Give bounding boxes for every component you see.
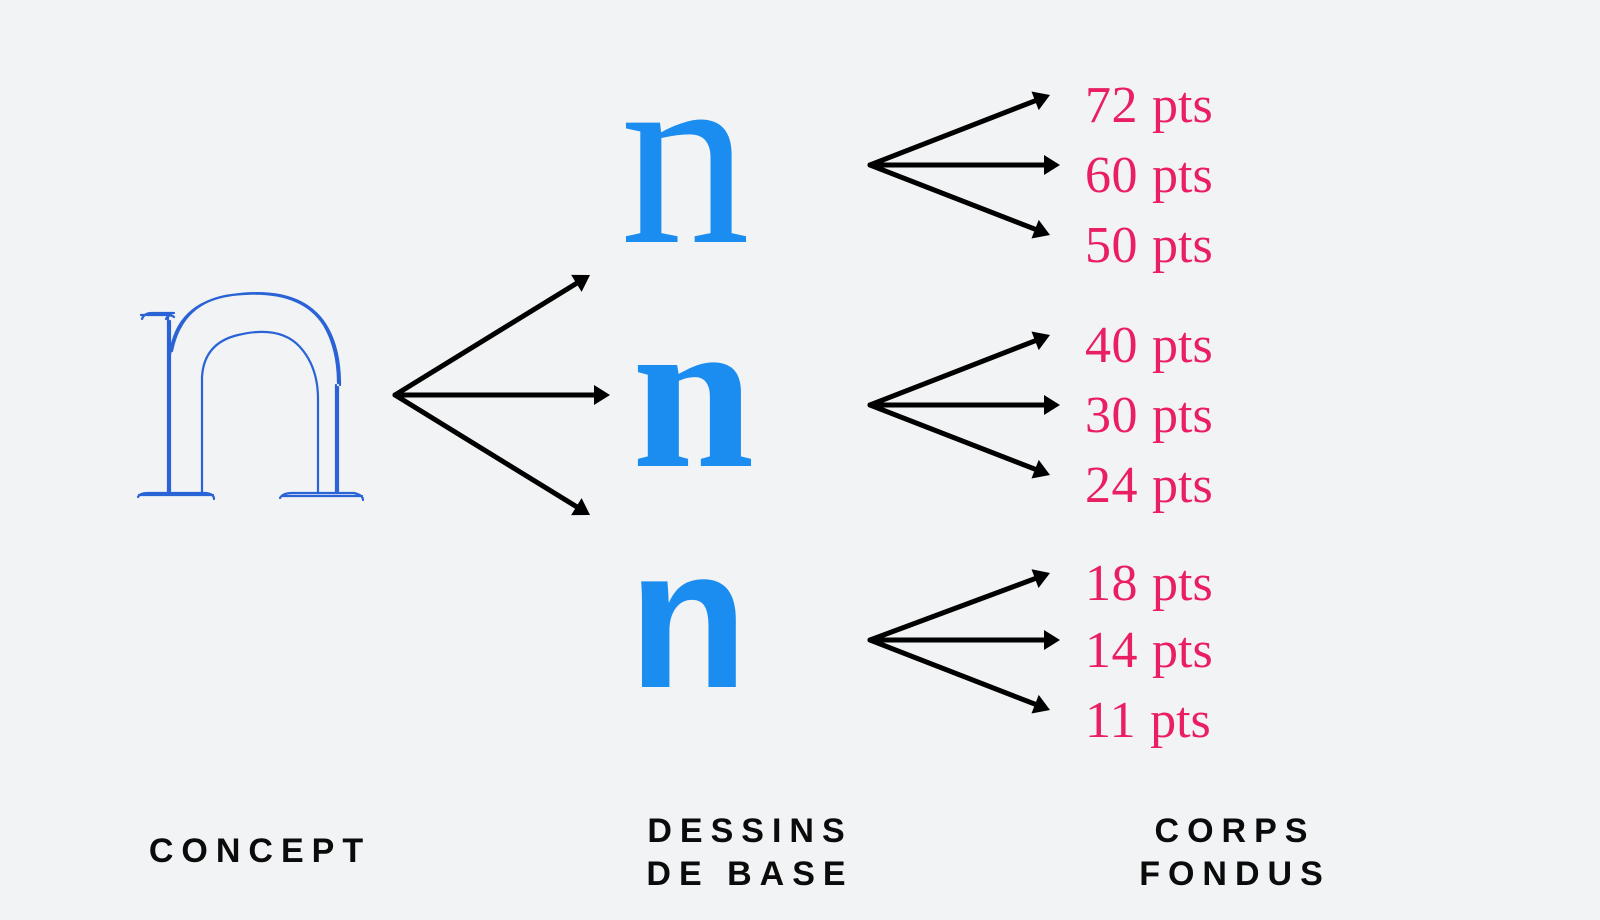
arrows-layer xyxy=(0,0,1600,920)
arrow xyxy=(870,640,1050,714)
pts-number: 60 xyxy=(1085,147,1138,204)
arrow xyxy=(395,385,610,405)
pts-number: 24 xyxy=(1085,457,1138,514)
pts-item: 11pts xyxy=(1085,695,1211,747)
pts-number: 14 xyxy=(1085,622,1138,679)
arrow xyxy=(870,155,1060,175)
pts-number: 30 xyxy=(1085,387,1138,444)
pts-unit: pts xyxy=(1152,147,1213,204)
pts-item: 60pts xyxy=(1085,150,1213,202)
pts-item: 40pts xyxy=(1085,320,1213,372)
arrow xyxy=(870,569,1050,640)
label-text: DESSINS xyxy=(647,812,852,850)
arrow xyxy=(870,165,1050,239)
pts-number: 72 xyxy=(1085,77,1138,134)
pts-number: 40 xyxy=(1085,317,1138,374)
arrow xyxy=(870,630,1060,650)
pts-number: 11 xyxy=(1085,692,1136,749)
pts-item: 18pts xyxy=(1085,558,1213,610)
arrow xyxy=(870,395,1060,415)
label-concept: CONCEPT xyxy=(120,830,400,873)
pts-unit: pts xyxy=(1152,387,1213,444)
label-text: CORPS xyxy=(1155,812,1316,850)
label-dessins: DESSINS DE BASE xyxy=(590,810,910,895)
pts-item: 30pts xyxy=(1085,390,1213,442)
arrow xyxy=(395,395,590,515)
pts-unit: pts xyxy=(1152,217,1213,274)
arrow xyxy=(395,275,590,395)
pts-item: 50pts xyxy=(1085,220,1213,272)
pts-number: 18 xyxy=(1085,555,1138,612)
pts-item: 14pts xyxy=(1085,625,1213,677)
pts-unit: pts xyxy=(1152,457,1213,514)
label-corps: CORPS FONDUS xyxy=(1075,810,1395,895)
pts-item: 24pts xyxy=(1085,460,1213,512)
arrow xyxy=(870,331,1050,405)
arrow xyxy=(870,405,1050,479)
label-text: CONCEPT xyxy=(149,832,371,870)
label-text: FONDUS xyxy=(1139,855,1331,893)
pts-unit: pts xyxy=(1150,692,1211,749)
pts-unit: pts xyxy=(1152,555,1213,612)
pts-number: 50 xyxy=(1085,217,1138,274)
arrow xyxy=(870,91,1050,165)
label-text: DE BASE xyxy=(646,855,853,893)
pts-unit: pts xyxy=(1152,317,1213,374)
pts-unit: pts xyxy=(1152,77,1213,134)
pts-item: 72pts xyxy=(1085,80,1213,132)
diagram-stage: n n n 72pts60pts50pts40pts30pts24pts18pt… xyxy=(0,0,1600,920)
pts-unit: pts xyxy=(1152,622,1213,679)
